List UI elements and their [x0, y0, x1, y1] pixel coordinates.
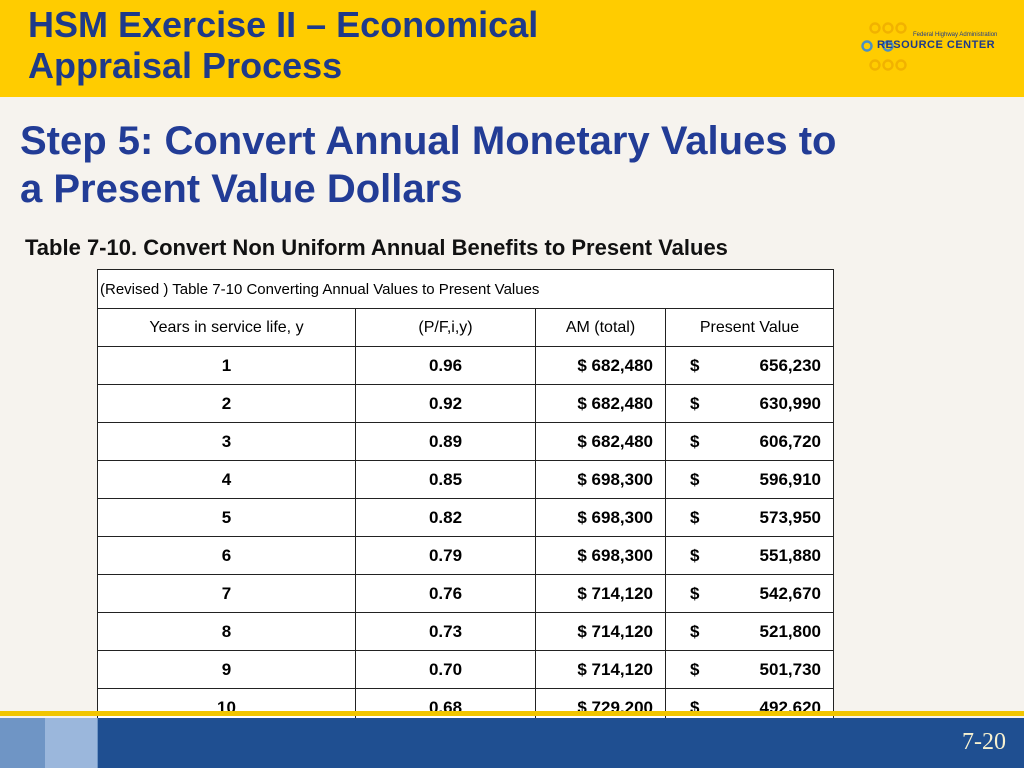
step-title-line1: Step 5: Convert Annual Monetary Values t…: [20, 119, 837, 163]
cell-am: $ 698,300: [535, 498, 666, 537]
cell-pv-value: 606,720: [759, 431, 821, 451]
footer-accent-block-2: [45, 718, 97, 768]
cell-pv: $596,910: [665, 460, 834, 499]
dollar-sign: $: [690, 621, 700, 641]
dollar-sign: $: [690, 697, 700, 717]
table-row: 5 0.82 $ 698,300 $573,950: [97, 498, 834, 537]
cell-pv-value: 501,730: [759, 659, 821, 679]
table-row: 1 0.96 $ 682,480 $656,230: [97, 346, 834, 385]
cell-pv: $521,800: [665, 612, 834, 651]
table-row: 9 0.70 $ 714,120 $501,730: [97, 650, 834, 689]
cell-am: $ 714,120: [535, 650, 666, 689]
table-inner-title: (Revised ) Table 7-10 Converting Annual …: [97, 269, 834, 309]
slide-title-line2: Appraisal Process: [28, 45, 343, 86]
header-years: Years in service life, y: [97, 308, 356, 347]
table-title-row: (Revised ) Table 7-10 Converting Annual …: [97, 269, 834, 309]
cell-pv: $573,950: [665, 498, 834, 537]
header-pf: (P/F,i,y): [355, 308, 536, 347]
cell-pf: 0.89: [355, 422, 536, 461]
logo-name-text: RESOURCE CENTER: [877, 39, 996, 51]
cell-pf: 0.85: [355, 460, 536, 499]
cell-year: 8: [97, 612, 356, 651]
cell-pv-value: 596,910: [759, 469, 821, 489]
table-row: 3 0.89 $ 682,480 $606,720: [97, 422, 834, 461]
footer-divider: [0, 711, 1024, 716]
cell-year: 9: [97, 650, 356, 689]
dollar-sign: $: [690, 545, 700, 565]
header-present-value: Present Value: [665, 308, 834, 347]
cell-am: $ 682,480: [535, 384, 666, 423]
cell-pv: $606,720: [665, 422, 834, 461]
cell-year: 7: [97, 574, 356, 613]
header-bar: [0, 0, 1024, 97]
page-number: 7-20: [962, 729, 1006, 755]
step-title: Step 5: Convert Annual Monetary Values t…: [20, 117, 1000, 213]
cell-pv-value: 521,800: [759, 621, 821, 641]
resource-center-logo-icon: [861, 22, 907, 71]
table-row: 2 0.92 $ 682,480 $630,990: [97, 384, 834, 423]
table-row: 6 0.79 $ 698,300 $551,880: [97, 536, 834, 575]
dollar-sign: $: [690, 469, 700, 489]
table-row: 8 0.73 $ 714,120 $521,800: [97, 612, 834, 651]
cell-am: $ 682,480: [535, 346, 666, 385]
cell-pf: 0.82: [355, 498, 536, 537]
cell-year: 2: [97, 384, 356, 423]
cell-pf: 0.73: [355, 612, 536, 651]
cell-pv: $501,730: [665, 650, 834, 689]
cell-pv: $630,990: [665, 384, 834, 423]
table-header-row: Years in service life, y (P/F,i,y) AM (t…: [97, 308, 834, 347]
slide-title: HSM Exercise II – Economical Appraisal P…: [28, 4, 748, 86]
table-caption: Table 7-10. Convert Non Uniform Annual B…: [25, 235, 728, 260]
cell-pv-value: 542,670: [759, 583, 821, 603]
logo-agency-text: Federal Highway Administration: [913, 32, 998, 38]
cell-pf: 0.70: [355, 650, 536, 689]
dollar-sign: $: [690, 355, 700, 375]
table-row: 4 0.85 $ 698,300 $596,910: [97, 460, 834, 499]
cell-year: 5: [97, 498, 356, 537]
cell-pv: $551,880: [665, 536, 834, 575]
step-title-line2: a Present Value Dollars: [20, 167, 463, 211]
cell-am: $ 698,300: [535, 536, 666, 575]
cell-pv: $542,670: [665, 574, 834, 613]
dollar-sign: $: [690, 393, 700, 413]
dollar-sign: $: [690, 507, 700, 527]
cell-year: 3: [97, 422, 356, 461]
cell-am: $ 698,300: [535, 460, 666, 499]
cell-am: $ 682,480: [535, 422, 666, 461]
cell-am: $ 714,120: [535, 612, 666, 651]
cell-pv-value: 573,950: [759, 507, 821, 527]
cell-pf: 0.76: [355, 574, 536, 613]
dollar-sign: $: [690, 583, 700, 603]
footer-bar: [0, 718, 1024, 768]
cell-pf: 0.79: [355, 536, 536, 575]
cell-year: 1: [97, 346, 356, 385]
header-am-total: AM (total): [535, 308, 666, 347]
dollar-sign: $: [690, 659, 700, 679]
cell-pv-value: 656,230: [759, 355, 821, 375]
cell-pf: 0.96: [355, 346, 536, 385]
present-value-table: (Revised ) Table 7-10 Converting Annual …: [97, 269, 834, 765]
cell-year: 6: [97, 536, 356, 575]
cell-pf: 0.92: [355, 384, 536, 423]
cell-pv-value: 630,990: [759, 393, 821, 413]
cell-am: $ 714,120: [535, 574, 666, 613]
cell-year: 4: [97, 460, 356, 499]
dollar-sign: $: [690, 431, 700, 451]
slide-title-line1: HSM Exercise II – Economical: [28, 4, 539, 45]
table-row: 7 0.76 $ 714,120 $542,670: [97, 574, 834, 613]
cell-pv: $656,230: [665, 346, 834, 385]
cell-pv-value: 551,880: [759, 545, 821, 565]
